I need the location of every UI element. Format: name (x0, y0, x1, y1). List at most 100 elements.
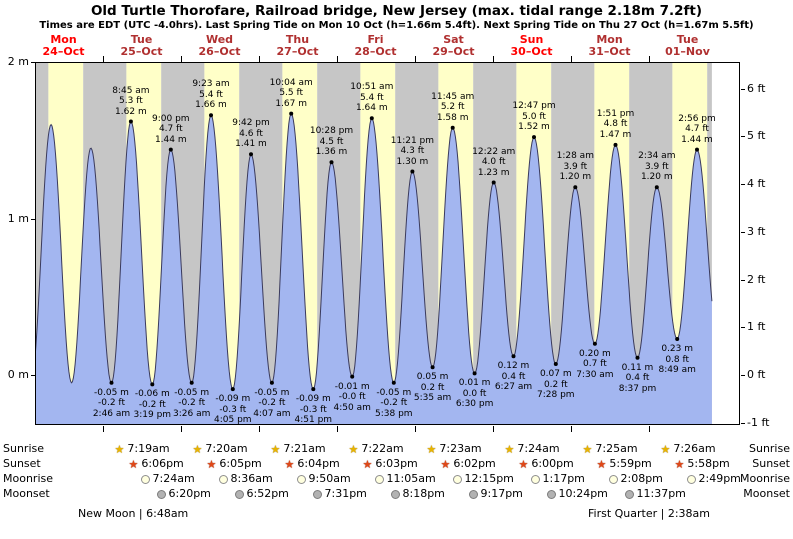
chart-subtitle: Times are EDT (UTC -4.0hrs). Last Spring… (39, 20, 754, 31)
chart-title: Old Turtle Thorofare, Railroad bridge, N… (90, 3, 703, 19)
tide-low-label: -0.05 m -0.2 ft 5:38 pm (375, 387, 413, 419)
day-weekday: Tue (130, 33, 153, 46)
tide-low-label: -0.09 m -0.3 ft 4:51 pm (294, 394, 333, 426)
y-tick-right (741, 184, 745, 186)
sunset-time: ★ 5:58pm (674, 457, 730, 471)
day-date: 29–Oct (432, 45, 475, 58)
tide-extreme-dot (249, 152, 253, 157)
day-boundary-tick-top (648, 56, 650, 62)
tide-high-label: 2:34 am 3.9 ft 1.20 m (638, 151, 676, 183)
tide-high-label: 1:51 pm 4.8 ft 1.47 m (596, 108, 635, 140)
astro-row-label-right-sunset: Sunset (752, 457, 790, 470)
astro-row-label-right-moonset: Moonset (743, 487, 790, 500)
day-weekday: Mon (50, 33, 77, 46)
tide-high-label: 9:42 pm 4.6 ft 1.41 m (232, 118, 270, 150)
day-weekday: Tue (676, 33, 699, 46)
y-axis-label-feet: 0 ft (747, 368, 766, 381)
tide-low-label: -0.01 m -0.0 ft 4:50 am (333, 381, 371, 413)
day-boundary-tick-bottom (180, 426, 182, 432)
sunset-star-icon: ★ (206, 457, 217, 471)
day-boundary-tick-bottom (336, 426, 338, 432)
astro-row-label-left-sunset: Sunset (3, 457, 41, 470)
y-axis-label-meters: 1 m (7, 211, 29, 225)
sunrise-time: ★ 7:25am (582, 442, 638, 456)
moon-phase: New Moon | 6:48am (78, 507, 189, 520)
moonrise-icon (686, 474, 696, 484)
day-date: 01–Nov (665, 45, 710, 58)
sunrise-star-icon: ★ (192, 442, 203, 456)
sunset-star-icon: ★ (128, 457, 139, 471)
sunrise-time: ★ 7:21am (270, 442, 326, 456)
tide-extreme-dot (109, 380, 114, 385)
moonrise-time: 9:50am (296, 472, 351, 486)
tide-extreme-dot (472, 371, 477, 376)
day-label-tue-1: Tue 25–Oct (103, 34, 181, 58)
moon-phase: First Quarter | 2:38am (588, 507, 710, 520)
moonset-icon (390, 489, 400, 499)
astro-row-label-left-moonset: Moonset (3, 487, 50, 500)
sunrise-star-icon: ★ (114, 442, 125, 456)
moonrise-icon (608, 474, 618, 484)
night-band (707, 62, 712, 425)
tide-low-label: 0.11 m 0.4 ft 8:37 pm (618, 362, 657, 394)
sunset-star-icon: ★ (674, 457, 685, 471)
y-tick-right (741, 375, 745, 376)
tide-low-label: 0.20 m 0.7 ft 7:30 am (576, 348, 614, 380)
tide-high-label: 11:45 am 5.2 ft 1.58 m (431, 91, 475, 123)
day-boundary-tick-top (414, 56, 416, 62)
moonset-icon (624, 489, 634, 499)
day-date: 24–Oct (42, 45, 85, 58)
tide-extreme-dot (289, 111, 294, 116)
y-axis-label-feet: 6 ft (747, 81, 766, 95)
tide-low-label: 0.07 m 0.2 ft 7:28 pm (537, 369, 575, 400)
y-axis-label-feet: 1 ft (747, 320, 766, 334)
moonset-time: 6:20pm (156, 487, 211, 501)
tide-extreme-dot (168, 147, 173, 152)
moonrise-icon (218, 474, 228, 484)
moonset-time: 11:37pm (624, 487, 686, 501)
sunset-star-icon: ★ (518, 457, 529, 471)
tide-high-label: 12:22 am 4.0 ft 1.23 m (472, 146, 516, 178)
tide-curve-canvas (35, 62, 740, 425)
y-axis-label-feet: 5 ft (747, 129, 766, 143)
day-label-tue-8: Tue 01–Nov (649, 34, 727, 58)
day-boundary-tick-top (180, 56, 182, 62)
day-boundary-tick-bottom (258, 426, 260, 432)
day-label-thu-3: Thu 27–Oct (259, 34, 337, 58)
day-boundary-tick-bottom (414, 426, 416, 432)
tide-low-label: -0.09 m -0.3 ft 4:05 pm (214, 394, 252, 426)
tide-extreme-dot (450, 125, 455, 130)
tide-extreme-dot (369, 116, 374, 121)
y-tick-right (741, 327, 745, 329)
sunset-time: ★ 6:06pm (128, 457, 184, 471)
tide-high-label: 1:28 am 3.9 ft 1.20 m (556, 151, 594, 183)
moonset-icon (546, 489, 556, 499)
y-tick-right (741, 136, 745, 138)
moonset-icon (156, 489, 166, 499)
plot-area: -0.05 m -0.2 ft 2:46 am 8:45 am 5.3 ft 1.62 m… (35, 62, 740, 425)
day-date: 31–Oct (588, 45, 631, 58)
sunrise-star-icon: ★ (582, 442, 593, 456)
day-label-mon-7: Mon 31–Oct (571, 34, 649, 58)
y-tick-left (31, 375, 35, 376)
day-label-wed-2: Wed 26–Oct (181, 34, 259, 58)
sunrise-time: ★ 7:23am (426, 442, 482, 456)
day-weekday: Wed (205, 33, 234, 46)
tide-high-label: 10:51 am 5.4 ft 1.64 m (350, 82, 394, 114)
tide-low-label: 0.05 m 0.2 ft 5:35 am (413, 372, 452, 404)
sunset-time: ★ 6:00pm (518, 457, 574, 471)
moonrise-icon (452, 474, 462, 484)
tide-extreme-dot (491, 180, 496, 185)
moonrise-time: 2:08pm (608, 472, 663, 486)
sunset-time: ★ 6:04pm (284, 457, 340, 471)
sunset-time: ★ 6:03pm (362, 457, 418, 471)
moonset-icon (468, 489, 478, 499)
moonset-time: 7:31pm (312, 487, 367, 501)
day-weekday: Mon (596, 33, 623, 46)
moonrise-icon (530, 474, 540, 484)
day-boundary-tick-bottom (570, 426, 572, 432)
day-boundary-tick-top (570, 56, 572, 62)
day-date: 30–Oct (510, 45, 553, 58)
day-label-sun-6: Sun 30–Oct (493, 34, 571, 58)
moonset-time: 6:52pm (234, 487, 289, 501)
